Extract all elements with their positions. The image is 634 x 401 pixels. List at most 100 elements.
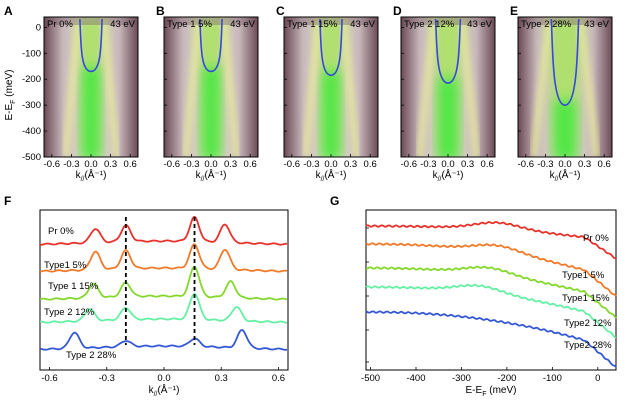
photon-energy-label: 43 eV [230,19,255,30]
x-tick-label: -500 [361,373,380,384]
arpes-side-band [301,17,324,157]
edc-series-label: Type1 5% [562,270,605,281]
arpes-panel-a: A Pr 0% 43 eV -0.6 -0.3 0.0 0.3 0.6 k//(Å⁻¹) 0 -10… [4,4,139,183]
x-tick-label: -0.3 [303,159,319,170]
x-tick-label: -0.6 [164,159,180,170]
x-axis-label: k//(Å⁻¹) [433,168,464,183]
x-tick-label: 0.6 [244,159,257,170]
x-tick-label: -100 [543,373,562,384]
panel-letter-D: D [393,4,402,18]
mdc-series-label: Pr 0% [48,226,74,237]
x-tick-label: 0.3 [578,159,591,170]
band-dispersion-line [79,18,103,73]
arpes-side-band [338,17,361,157]
mdc-series-label: Type 1 15% [48,281,99,292]
panel-label: Type 1 5% [167,19,212,30]
x-tick-label: 0.3 [344,159,357,170]
x-tick-label: 0.0 [204,159,217,170]
x-axis-label: k//(Å⁻¹) [76,168,107,183]
x-axis-label: k//(Å⁻¹) [550,168,581,183]
x-tick-label: 0.6 [272,373,285,384]
x-tick-label: -0.3 [99,373,115,384]
arpes-side-band [61,17,84,157]
x-tick-label: 0 [595,373,600,384]
x-tick-label: -0.6 [41,373,57,384]
arpes-side-band [181,17,204,157]
x-tick-label: -400 [406,373,425,384]
x-axis-label: k//(Å⁻¹) [316,168,347,183]
edc-series-label: Type1 15% [562,293,610,304]
panel-letter-E: E [510,4,518,18]
edc-curve [365,242,617,297]
photon-energy-label: 43 eV [110,19,135,30]
x-tick-label: 0.6 [124,159,137,170]
arpes-side-band [457,17,481,157]
mdc-curve [39,243,288,273]
arpes-y-axis-label: E-EF (meV) [4,70,17,121]
x-axis-label: k//(Å⁻¹) [196,168,227,183]
x-tick-label: 0.3 [104,159,117,170]
y-tick-label: 0 [36,22,41,33]
arpes-side-band [575,17,601,157]
edc-panel: G Pr 0% Type1 5% Type1 15% Type2 12% Type2 2… [330,194,617,384]
panel-label: Type 2 28% [521,19,572,30]
x-tick-label: 0.0 [441,159,454,170]
edc-x-axis-label: E-EF (meV) [466,385,517,398]
mdc-x-axis-label: k//(Å⁻¹) [149,383,180,398]
x-tick-label: -0.6 [401,159,417,170]
mdc-curve [39,329,288,351]
band-dispersion-line [199,18,223,73]
arpes-side-band [98,17,121,157]
panel-label: Pr 0% [47,19,73,30]
band-dispersion-line [319,18,343,77]
arpes-intensity-core [322,70,340,157]
panel-label: Type 2 12% [404,19,455,30]
y-tick-label: -200 [22,74,41,85]
x-tick-label: 0.0 [157,373,170,384]
x-tick-label: 0.6 [481,159,494,170]
arpes-side-band [218,17,241,157]
mdc-panel: F Pr 0% Type1 5% Type 1 15% Type 2 12% Type … [4,194,289,384]
x-tick-label: 0.0 [558,159,571,170]
y-tick-label: -500 [22,152,41,163]
arpes-panels: APr 0% 43 eV-0.6 -0.3 0.0 0.3 0.6k//(Å⁻¹)0-10… [4,4,613,183]
edc-curve [365,220,617,260]
y-tick-label: -400 [22,126,41,137]
x-tick-label: -300 [452,373,471,384]
x-tick-label: 0.0 [84,159,97,170]
edc-frame [365,209,617,371]
mdc-curve [39,265,288,301]
band-dispersion-line [434,18,462,84]
x-tick-label: -0.6 [518,159,534,170]
mdc-series-label: Type 2 12% [44,307,95,318]
mdc-curve [40,215,288,246]
edc-series-label: Pr 0% [583,233,609,244]
mdc-series-label: Type 2 28% [66,350,117,361]
edc-curve [365,310,617,368]
panel-label: Type 1 15% [287,19,338,30]
x-tick-label: -200 [497,373,516,384]
edc-series-label: Type2 28% [564,340,612,351]
arpes-intensity-core [82,66,100,157]
x-tick-label: 0.3 [215,373,228,384]
panel-letter-B: B [156,4,165,18]
arpes-intensity-core [554,100,576,157]
photon-energy-label: 43 eV [467,19,492,30]
x-tick-label: 0.3 [224,159,237,170]
arpes-side-band [529,17,555,157]
band-dispersion-line [550,18,580,106]
y-tick-label: -300 [22,100,41,111]
edc-series-label: Type2 12% [564,318,612,329]
photon-energy-label: 43 eV [350,19,375,30]
x-tick-label: -0.6 [284,159,300,170]
arpes-intensity-core [202,66,220,157]
x-tick-label: -0.3 [183,159,199,170]
x-tick-label: 0.3 [461,159,474,170]
x-tick-label: -0.3 [63,159,79,170]
x-tick-label: 0.6 [598,159,611,170]
x-tick-label: -0.3 [420,159,436,170]
panel-letter-F: F [4,194,11,208]
